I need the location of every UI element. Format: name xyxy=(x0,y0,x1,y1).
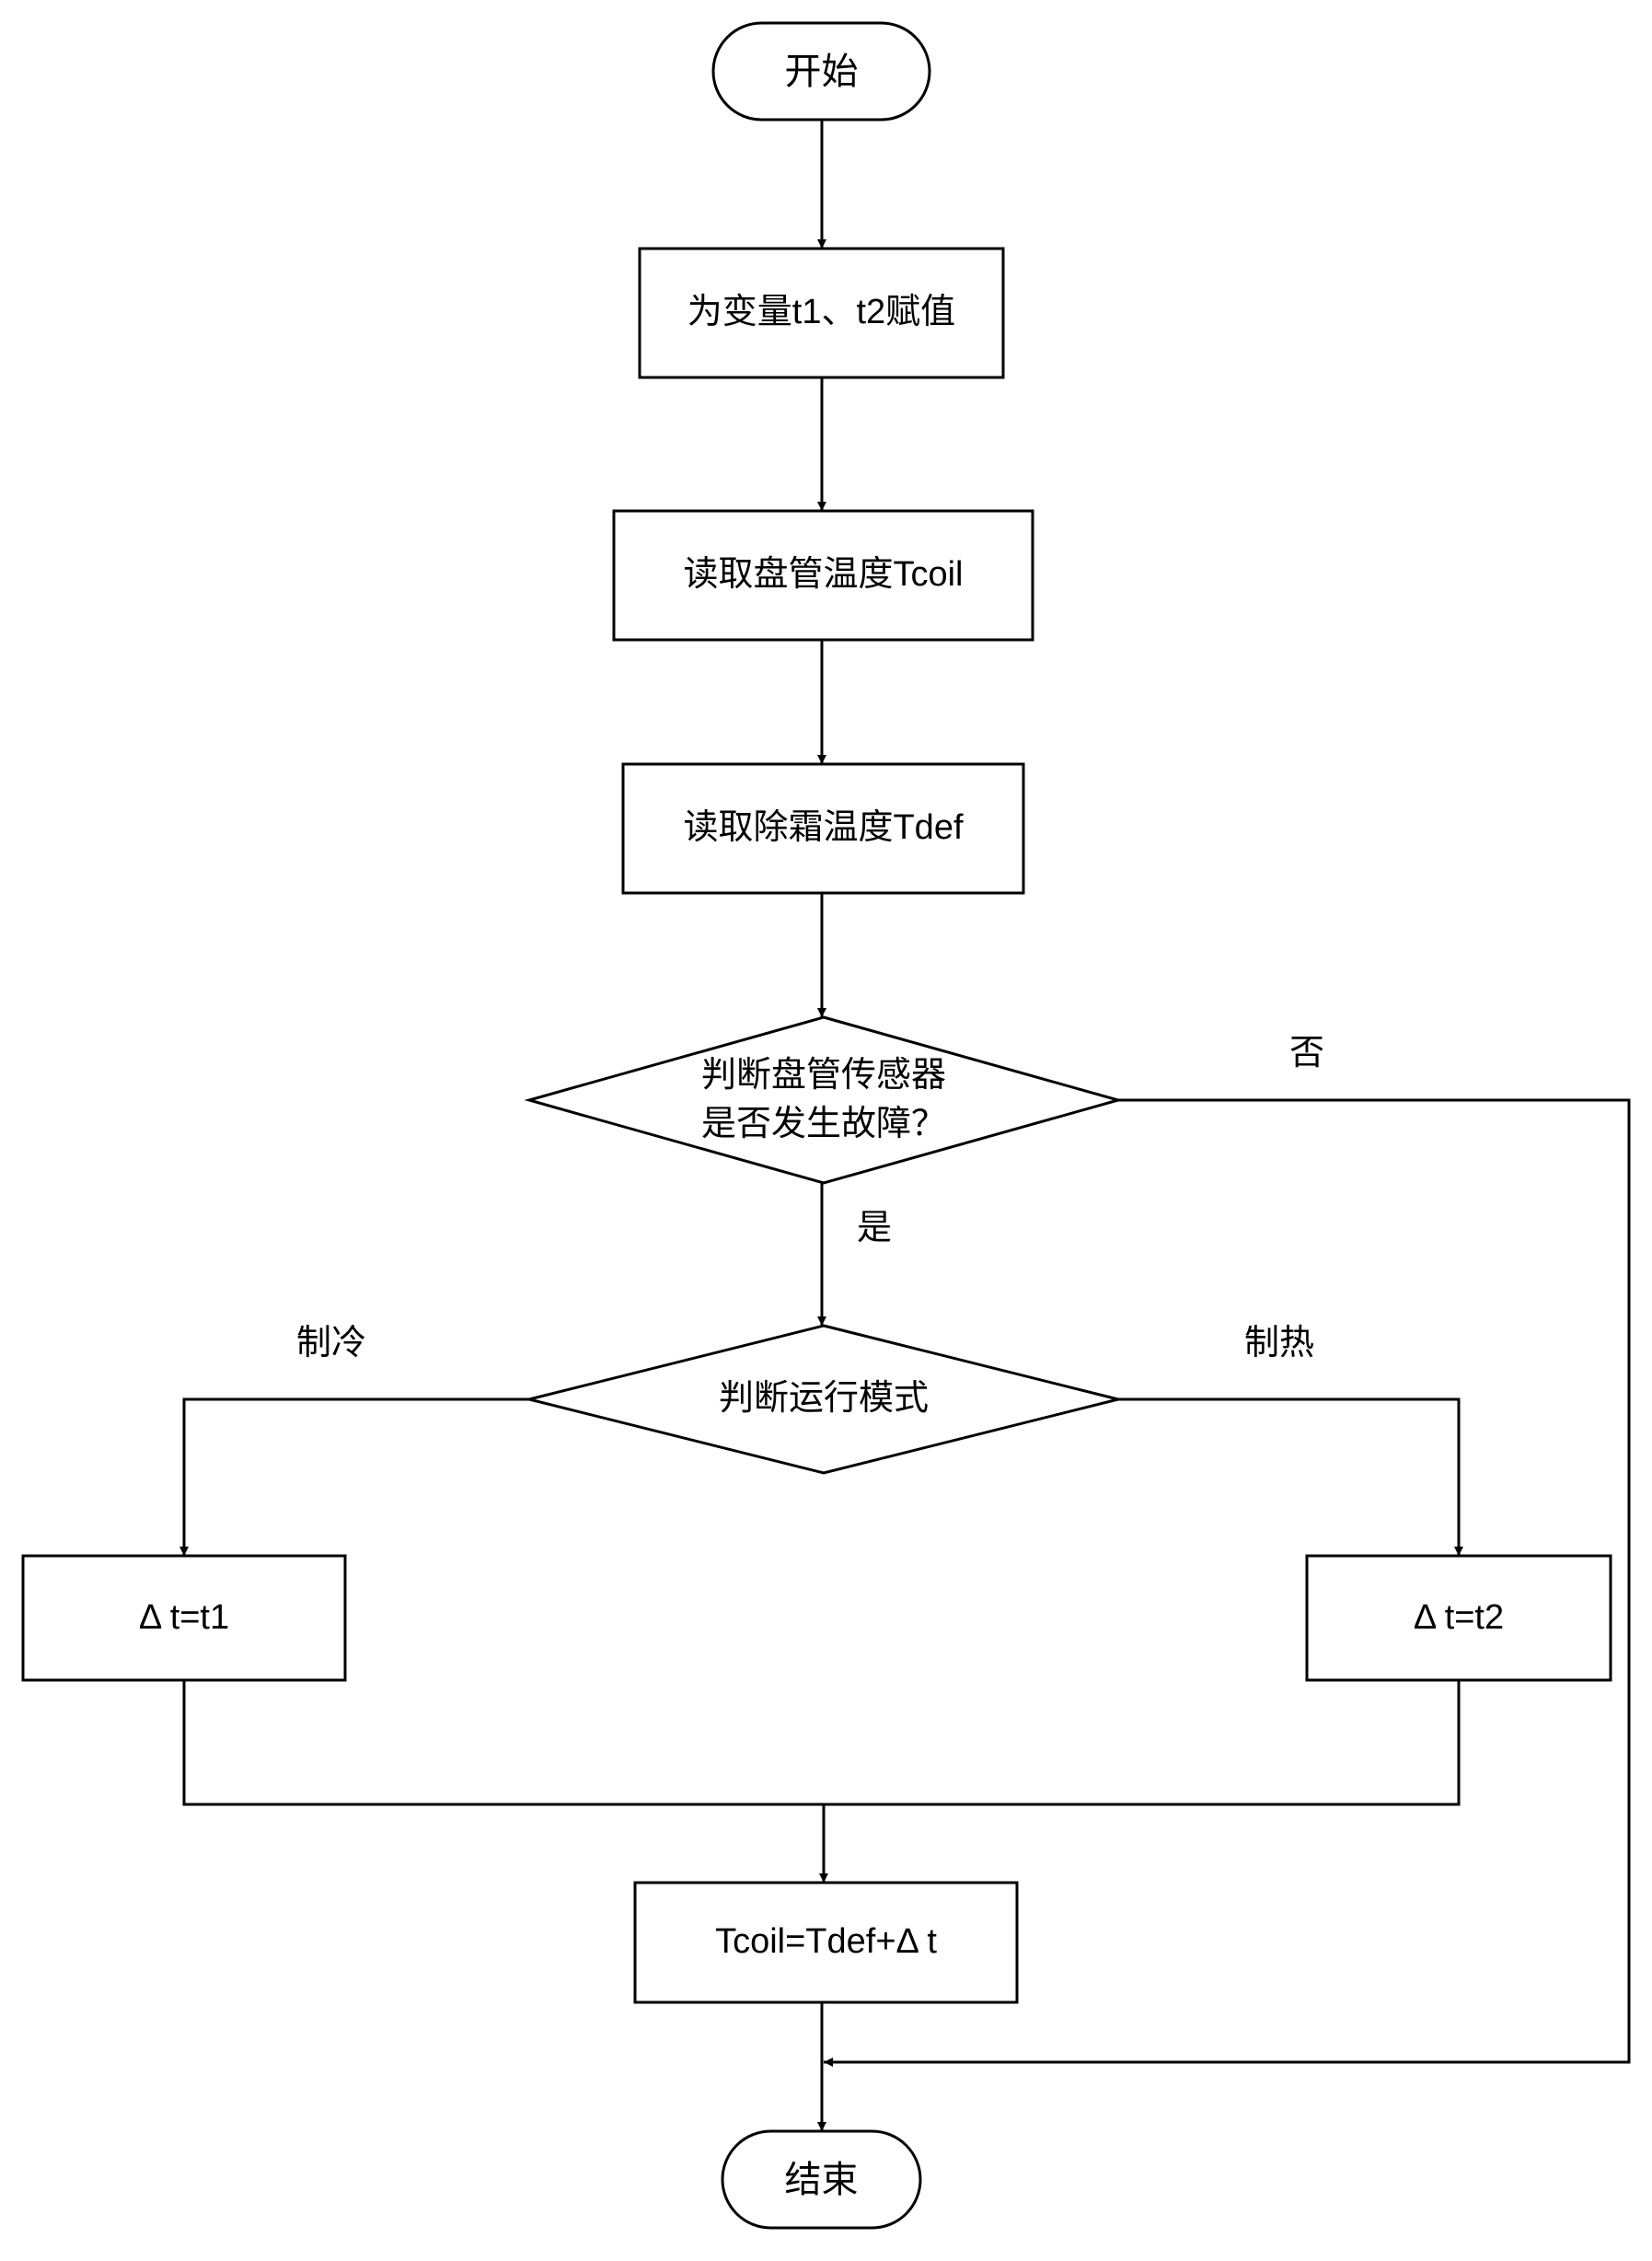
check-mode-node: 判断运行模式 xyxy=(529,1326,1118,1473)
read-tdef-node: 读取除霜温度Tdef xyxy=(623,764,1023,893)
edge-label-yes: 是 xyxy=(838,1206,911,1252)
edge-label-cooling: 制冷 xyxy=(276,1321,387,1367)
end-node: 结束 xyxy=(722,2131,920,2228)
start-node: 开始 xyxy=(713,23,930,120)
delta-t1-node: Δ t=t1 xyxy=(23,1556,345,1680)
calc-tcoil-node: Tcoil=Tdef+Δ t xyxy=(635,1883,1017,2002)
edge-label-heating: 制热 xyxy=(1224,1321,1334,1367)
assign-node: 为变量t1、t2赋值 xyxy=(640,249,1003,377)
read-tcoil-node: 读取盘管温度Tcoil xyxy=(614,511,1033,640)
check-sensor-line1: 判断盘管传感器 xyxy=(701,1051,946,1100)
check-sensor-line2: 是否发生故障？ xyxy=(701,1100,946,1149)
delta-t2-node: Δ t=t2 xyxy=(1307,1556,1611,1680)
edge-label-no: 否 xyxy=(1270,1031,1344,1077)
check-sensor-node: 判断盘管传感器 是否发生故障？ xyxy=(529,1017,1118,1183)
